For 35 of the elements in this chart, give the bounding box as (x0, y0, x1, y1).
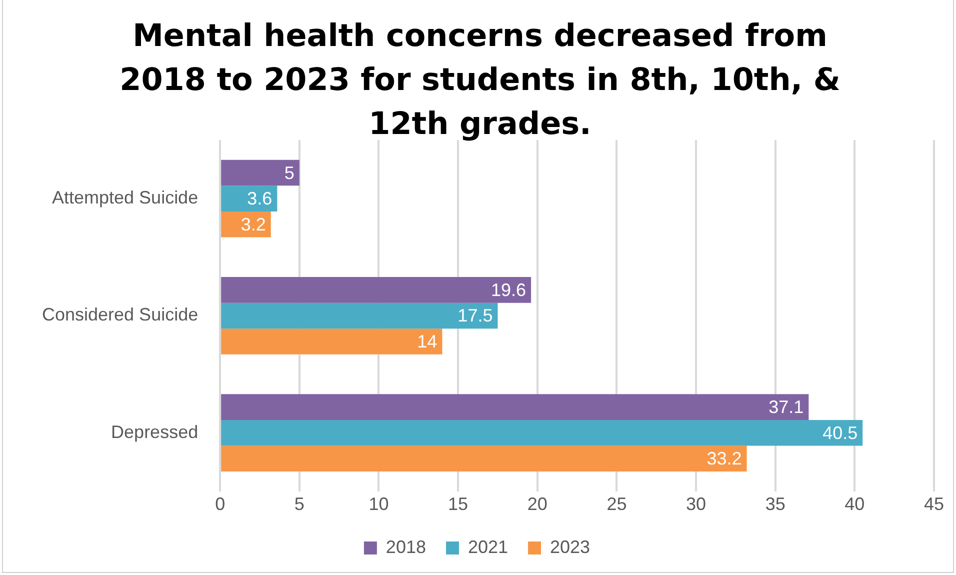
x-tick-label: 25 (606, 494, 627, 514)
data-label: 17.5 (458, 306, 493, 326)
x-tick-label: 30 (686, 494, 706, 514)
bar (221, 160, 300, 186)
data-label: 3.2 (240, 214, 266, 234)
chart-title: Mental health concerns decreased from 2018 to 2023 for students in 8th, 10th, & 12th grades. (118, 17, 842, 144)
bar (221, 277, 532, 303)
bar (221, 446, 747, 472)
x-tick-label: 45 (924, 494, 944, 514)
x-tick-label: 35 (765, 494, 786, 514)
x-tick-label: 10 (368, 494, 389, 514)
data-label: 19.6 (490, 280, 526, 300)
y-tick-label: Attempted Suicide (52, 188, 198, 208)
data-label: 37.1 (768, 397, 804, 418)
bar (221, 328, 442, 354)
legend-label: 2018 (386, 536, 426, 557)
x-tick-label: 0 (215, 494, 226, 514)
legend-label: 2021 (468, 536, 508, 557)
x-tick-label: 5 (294, 494, 304, 514)
x-tick-label: 40 (844, 494, 865, 514)
bar (221, 186, 278, 212)
bar (221, 394, 809, 420)
y-tick-label: Depressed (111, 422, 198, 442)
data-label: 14 (417, 331, 438, 352)
legend-label: 2023 (550, 536, 590, 557)
bar (221, 302, 498, 329)
x-tick-label: 15 (448, 494, 468, 514)
x-tick-label: 20 (527, 494, 548, 514)
data-label: 40.5 (822, 422, 858, 443)
bar (221, 211, 271, 238)
y-tick-label: Considered Suicide (42, 304, 198, 325)
data-label: 3.6 (247, 188, 272, 209)
data-label: 5 (284, 162, 294, 183)
bar (221, 420, 863, 446)
data-label: 33.2 (706, 448, 742, 469)
